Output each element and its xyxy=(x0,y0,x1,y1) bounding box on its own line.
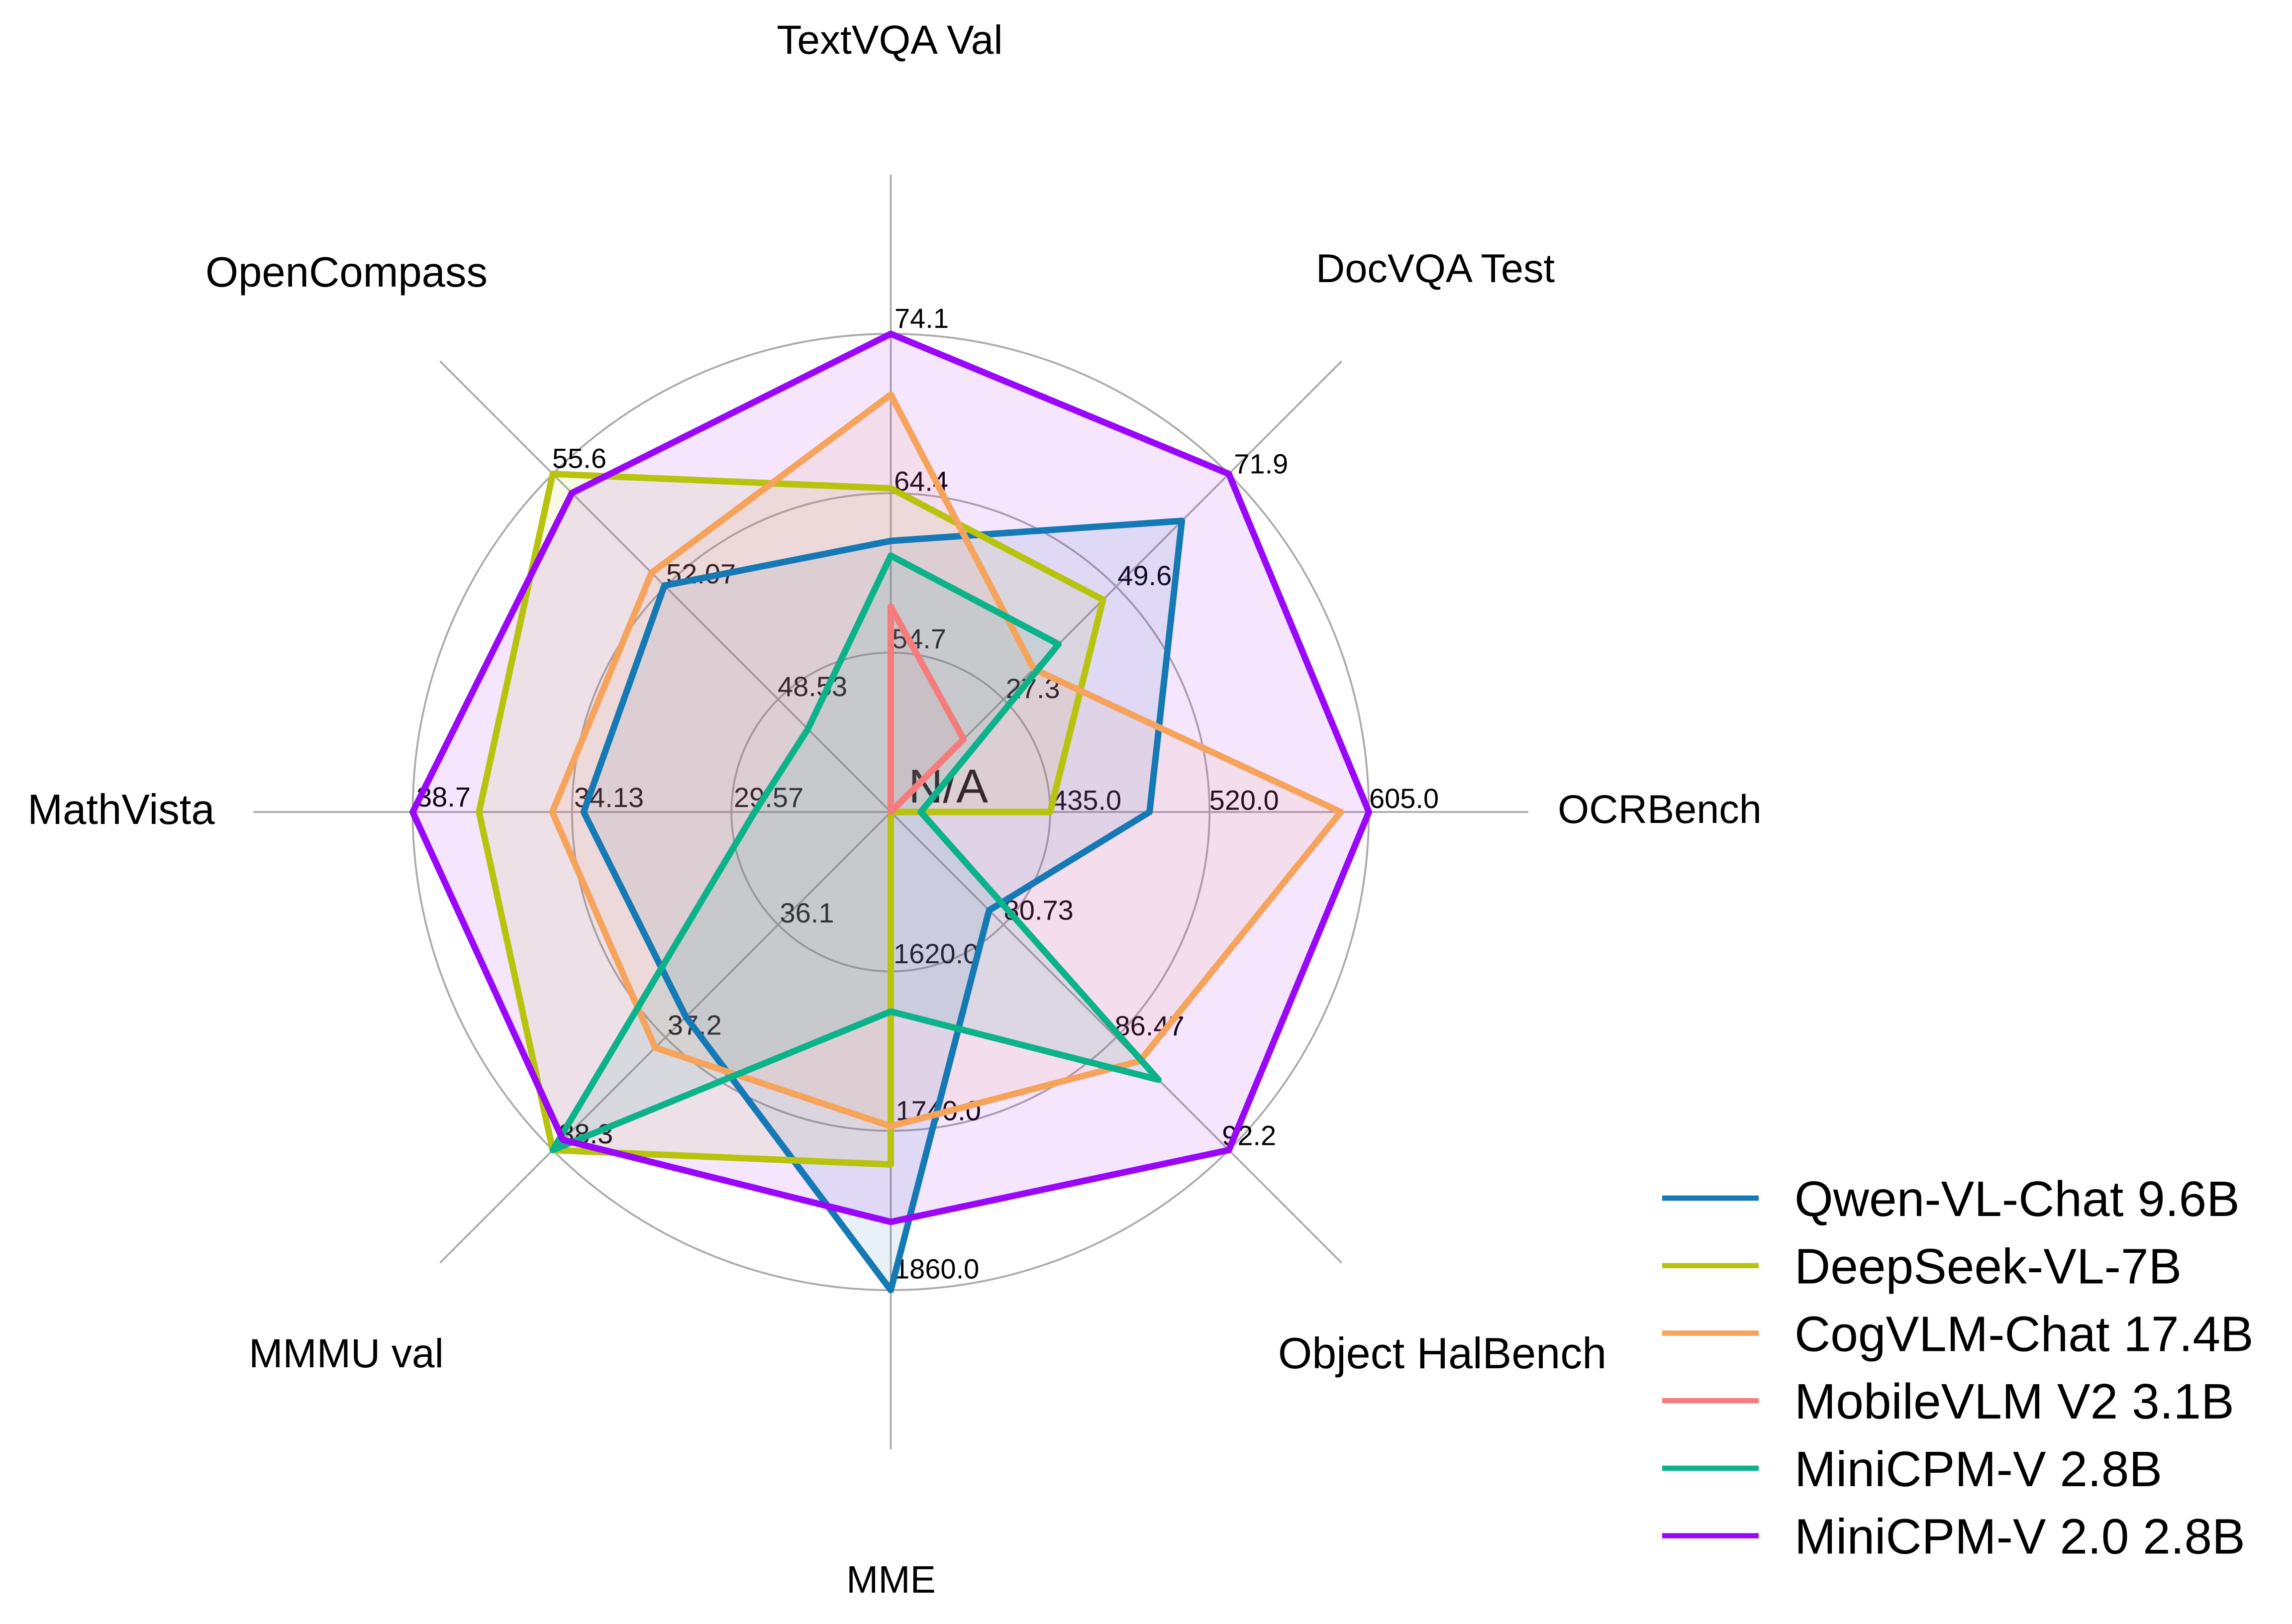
svg-text:MMMU val: MMMU val xyxy=(249,1331,444,1376)
svg-text:71.9: 71.9 xyxy=(1234,448,1288,480)
svg-text:Qwen-VL-Chat 9.6B: Qwen-VL-Chat 9.6B xyxy=(1794,1171,2240,1227)
svg-text:435.0: 435.0 xyxy=(1052,785,1121,816)
svg-text:36.1: 36.1 xyxy=(780,897,834,928)
svg-text:1620.0: 1620.0 xyxy=(894,938,979,969)
svg-text:74.1: 74.1 xyxy=(895,303,949,334)
svg-text:605.0: 605.0 xyxy=(1369,783,1439,814)
svg-text:MiniCPM-V 2.8B: MiniCPM-V 2.8B xyxy=(1794,1441,2162,1497)
svg-text:Object HalBench: Object HalBench xyxy=(1278,1328,1606,1378)
svg-text:OCRBench: OCRBench xyxy=(1558,787,1762,832)
svg-text:N/A: N/A xyxy=(908,760,988,813)
svg-text:1860.0: 1860.0 xyxy=(894,1253,979,1285)
svg-text:MME: MME xyxy=(846,1558,936,1601)
svg-text:OpenCompass: OpenCompass xyxy=(205,249,488,296)
svg-text:49.6: 49.6 xyxy=(1117,560,1172,591)
svg-text:55.6: 55.6 xyxy=(552,443,606,474)
svg-text:MathVista: MathVista xyxy=(27,786,215,833)
svg-text:TextVQA Val: TextVQA Val xyxy=(777,17,1002,63)
svg-text:CogVLM-Chat 17.4B: CogVLM-Chat 17.4B xyxy=(1794,1306,2254,1362)
svg-text:MobileVLM V2 3.1B: MobileVLM V2 3.1B xyxy=(1794,1374,2234,1429)
svg-text:MiniCPM-V 2.0 2.8B: MiniCPM-V 2.0 2.8B xyxy=(1794,1509,2245,1565)
svg-text:DeepSeek-VL-7B: DeepSeek-VL-7B xyxy=(1794,1239,2182,1295)
svg-text:520.0: 520.0 xyxy=(1209,785,1279,816)
svg-text:DocVQA Test: DocVQA Test xyxy=(1316,246,1555,291)
